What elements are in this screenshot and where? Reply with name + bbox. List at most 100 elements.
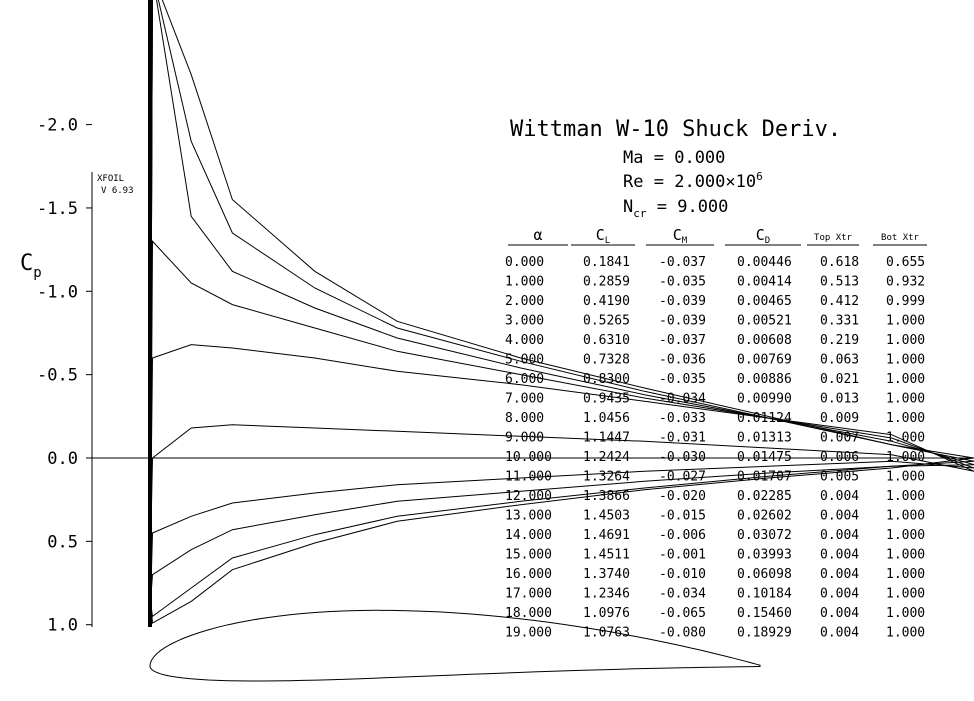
table-cell: 11.000 — [505, 470, 552, 485]
airfoil-path — [149, 609, 761, 682]
table-header: CM — [673, 226, 688, 246]
table-cell: -0.034 — [659, 587, 706, 602]
ncrit-value: 9.000 — [677, 197, 728, 217]
table-cell: 1.2424 — [583, 450, 630, 465]
airfoil-outline — [149, 609, 761, 682]
table-cell: 1.000 — [886, 314, 925, 329]
table-cell: 12.000 — [505, 489, 552, 504]
table-cell: 0.06098 — [737, 567, 792, 582]
reynolds-label: Re — [623, 172, 643, 192]
cp-curves — [148, 0, 974, 627]
table-header-sub: L — [605, 236, 610, 246]
y-axis-label-sub: p — [33, 265, 41, 281]
ncrit-label: N — [623, 197, 633, 217]
table-cell: -0.030 — [659, 450, 706, 465]
table-cell: -0.065 — [659, 606, 706, 621]
table-cell: -0.015 — [659, 509, 706, 524]
table-cell: 0.01707 — [737, 470, 792, 485]
cp-curve-upper — [149, 344, 974, 575]
reynolds-value: 2.000×10 — [674, 172, 756, 192]
table-cell: 0.021 — [820, 372, 859, 387]
table-cell: 1.000 — [886, 509, 925, 524]
table-header: Bot Xtr — [881, 233, 920, 243]
program-version: V 6.93 — [101, 186, 134, 196]
table-cell: 4.000 — [505, 333, 544, 348]
table-cell: 1.000 — [886, 587, 925, 602]
table-cell: 1.000 — [886, 333, 925, 348]
table-cell: 0.10184 — [737, 587, 792, 602]
table-cell: 1.4511 — [583, 548, 630, 563]
table-cell: 17.000 — [505, 587, 552, 602]
table-cell: 7.000 — [505, 392, 544, 407]
table-cell: 0.00465 — [737, 294, 792, 309]
table-header: Top Xtr — [814, 233, 853, 243]
ncrit-eq: = — [647, 197, 678, 217]
table-cell: 0.00608 — [737, 333, 792, 348]
cp-curve-lower — [149, 457, 974, 624]
table-cell: 0.932 — [886, 275, 925, 290]
y-axis-label-main: C — [20, 251, 33, 276]
table-cell: 0.004 — [820, 509, 859, 524]
cp-curve-lower — [149, 460, 974, 622]
table-cell: -0.039 — [659, 294, 706, 309]
table-cell: 1.3740 — [583, 567, 630, 582]
table-cell: -0.027 — [659, 470, 706, 485]
table-cell: 1.000 — [886, 548, 925, 563]
table-cell: 18.000 — [505, 606, 552, 621]
table-cell: 1.000 — [886, 392, 925, 407]
table-cell: 0.01313 — [737, 431, 792, 446]
table-cell: 0.00990 — [737, 392, 792, 407]
table-cell: 0.004 — [820, 567, 859, 582]
polar-table: α CL CM CD Top Xtr Bot Xtr 0.000 0.1841 -0.037 0.… — [505, 226, 927, 641]
table-header-sub: D — [765, 236, 770, 246]
table-cell: -0.039 — [659, 314, 706, 329]
y-tick-label: 0.5 — [47, 532, 78, 552]
table-cell: 1.000 — [886, 606, 925, 621]
table-cell: -0.001 — [659, 548, 706, 563]
table-cell: 0.00769 — [737, 353, 792, 368]
table-cell: 0.00886 — [737, 372, 792, 387]
chart-title: Wittman W-10 Shuck Deriv. — [510, 117, 841, 142]
table-cell: 10.000 — [505, 450, 552, 465]
program-name: XFOIL — [97, 174, 124, 184]
table-cell: 0.004 — [820, 528, 859, 543]
table-cell: 0.15460 — [737, 606, 792, 621]
reynolds-line: Re = 2.000×106 — [623, 170, 763, 192]
ncrit-sub: cr — [633, 207, 647, 220]
table-cell: 0.007 — [820, 431, 859, 446]
table-cell: 0.004 — [820, 606, 859, 621]
table-cell: 0.8300 — [583, 372, 630, 387]
cp-curve-upper — [149, 0, 974, 592]
table-cell: 1.2346 — [583, 587, 630, 602]
cp-curve-upper — [149, 0, 974, 600]
table-cell: 0.000 — [505, 255, 544, 270]
table-cell: -0.080 — [659, 626, 706, 641]
table-cell: 0.6310 — [583, 333, 630, 348]
table-header: CD — [756, 226, 770, 246]
table-cell: 0.5265 — [583, 314, 630, 329]
ncrit-line: Ncr = 9.000 — [623, 197, 728, 220]
reynolds-exponent: 6 — [756, 170, 763, 183]
table-cell: 9.000 — [505, 431, 544, 446]
table-cell: 0.618 — [820, 255, 859, 270]
table-cell: 1.0976 — [583, 606, 630, 621]
table-cell: 0.03072 — [737, 528, 792, 543]
table-cell: 0.4190 — [583, 294, 630, 309]
table-cell: 0.331 — [820, 314, 859, 329]
table-cell: 1.000 — [886, 372, 925, 387]
table-cell: 19.000 — [505, 626, 552, 641]
table-cell: -0.033 — [659, 411, 706, 426]
mach-label: Ma — [623, 148, 643, 168]
table-cell: -0.010 — [659, 567, 706, 582]
table-cell: 0.9435 — [583, 392, 630, 407]
table-header-sub: M — [682, 236, 688, 246]
table-cell: 1.3866 — [583, 489, 630, 504]
table-cell: 1.0456 — [583, 411, 630, 426]
y-tick-label: -2.0 — [37, 116, 78, 136]
table-cell: 0.063 — [820, 353, 859, 368]
table-cell: 0.03993 — [737, 548, 792, 563]
table-cell: 5.000 — [505, 353, 544, 368]
table-cell: 0.004 — [820, 626, 859, 641]
table-cell: -0.035 — [659, 372, 706, 387]
